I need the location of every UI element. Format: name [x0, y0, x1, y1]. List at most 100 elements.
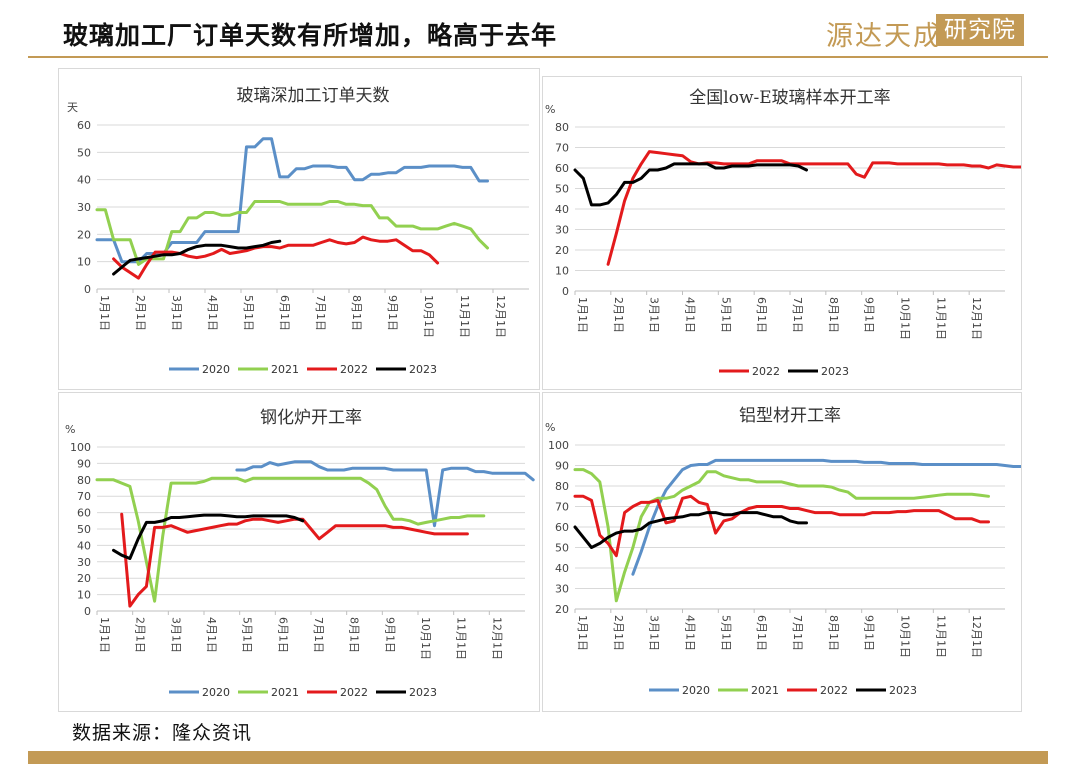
x-tick-label: 2月1日: [134, 295, 147, 331]
y-tick-label: 20: [77, 572, 91, 585]
x-tick-label: 7月1日: [791, 297, 804, 333]
x-tick-label: 12月1日: [490, 617, 503, 660]
y-tick-label: 20: [555, 603, 569, 616]
x-tick-label: 11月1日: [458, 295, 471, 338]
y-tick-label: 50: [77, 523, 91, 536]
x-tick-label: 11月1日: [455, 617, 468, 660]
x-tick-label: 8月1日: [350, 295, 363, 331]
y-axis-unit: %: [545, 103, 555, 116]
x-tick-label: 5月1日: [719, 615, 732, 651]
footer-bar: [28, 751, 1048, 764]
x-tick-label: 6月1日: [755, 297, 768, 333]
header-divider: [28, 56, 1048, 58]
x-tick-label: 1月1日: [576, 615, 589, 651]
y-tick-label: 10: [555, 265, 569, 278]
y-tick-label: 10: [77, 256, 91, 269]
x-tick-label: 9月1日: [383, 617, 396, 653]
legend-label-2020: 2020: [202, 363, 230, 376]
y-tick-label: 70: [555, 501, 569, 514]
y-tick-label: 50: [77, 146, 91, 159]
y-tick-label: 50: [555, 542, 569, 555]
series-line-2022: [120, 512, 469, 608]
y-tick-label: 0: [84, 283, 91, 296]
y-tick-label: 100: [70, 441, 91, 454]
series-line-2020: [235, 460, 535, 528]
x-tick-label: 3月1日: [170, 295, 183, 331]
series-line-2021: [95, 200, 489, 266]
y-tick-label: 50: [555, 183, 569, 196]
y-tick-label: 70: [77, 490, 91, 503]
y-tick-label: 100: [548, 439, 569, 452]
x-tick-label: 8月1日: [827, 615, 840, 651]
x-tick-label: 12月1日: [970, 297, 983, 340]
series-line-2023: [112, 513, 305, 560]
logo-text: 源达天成: [826, 21, 942, 52]
y-tick-label: 40: [555, 562, 569, 575]
x-tick-label: 10月1日: [419, 617, 432, 660]
series-line-2023: [573, 511, 808, 549]
chart-panel-lowe-utilization: 全国low-E玻璃样本开工率% 0 10 20 30 40 50 60 70 80 1月1日 2月1日…: [542, 76, 1022, 390]
legend-label-2023: 2023: [889, 684, 917, 697]
series-line-2023: [573, 162, 808, 207]
y-tick-label: 20: [77, 228, 91, 241]
legend-label-2021: 2021: [271, 363, 299, 376]
x-tick-label: 9月1日: [863, 615, 876, 651]
x-tick-label: 10月1日: [899, 615, 912, 658]
x-tick-label: 1月1日: [576, 297, 589, 333]
y-tick-label: 0: [562, 285, 569, 298]
y-axis-unit: %: [65, 423, 75, 436]
y-tick-label: 40: [555, 203, 569, 216]
x-tick-label: 3月1日: [648, 615, 661, 651]
x-tick-label: 12月1日: [970, 615, 983, 658]
series-line-2020: [95, 137, 489, 264]
chart-title: 钢化炉开工率: [260, 408, 362, 428]
x-tick-label: 4月1日: [684, 297, 697, 333]
legend-label-2023: 2023: [409, 686, 437, 699]
x-tick-label: 2月1日: [134, 617, 147, 653]
x-tick-label: 4月1日: [205, 617, 218, 653]
x-tick-label: 4月1日: [206, 295, 219, 331]
chart-panel-deep-processing-days: 玻璃深加工订单天数天 0 10 20 30 40 50 60 1月1日 2月1日 3月1日 4月1日 5…: [58, 68, 540, 390]
y-tick-label: 90: [555, 460, 569, 473]
y-tick-label: 70: [555, 142, 569, 155]
y-tick-label: 40: [77, 174, 91, 187]
legend-label-2022: 2022: [820, 684, 848, 697]
x-tick-label: 11月1日: [934, 297, 947, 340]
series-line-2022: [112, 235, 440, 280]
y-axis-unit: %: [545, 421, 555, 434]
series-line-2021: [95, 476, 486, 603]
x-tick-label: 3月1日: [648, 297, 661, 333]
y-tick-label: 30: [555, 224, 569, 237]
x-tick-label: 12月1日: [494, 295, 507, 338]
logo-box: 研究院: [936, 14, 1024, 46]
y-tick-label: 20: [555, 244, 569, 257]
y-tick-label: 30: [77, 556, 91, 569]
brand-logo: 源达天成 研究院: [826, 12, 1026, 52]
x-tick-label: 7月1日: [791, 615, 804, 651]
x-tick-label: 4月1日: [684, 615, 697, 651]
x-tick-label: 6月1日: [276, 617, 289, 653]
legend-label-2022: 2022: [340, 363, 368, 376]
data-source-note: 数据来源：隆众资讯: [72, 722, 253, 744]
y-tick-label: 60: [555, 162, 569, 175]
y-tick-label: 40: [77, 539, 91, 552]
y-tick-label: 90: [77, 457, 91, 470]
legend-label-2020: 2020: [202, 686, 230, 699]
y-tick-label: 80: [555, 121, 569, 134]
x-tick-label: 9月1日: [863, 297, 876, 333]
legend-label-2021: 2021: [271, 686, 299, 699]
chart-panel-tempering-furnace: 钢化炉开工率% 0 10 20 30 40 50 60 70 80 90 100 1月1日 2月1日 3月1…: [58, 392, 540, 712]
x-tick-label: 5月1日: [242, 295, 255, 331]
chart-title: 铝型材开工率: [739, 406, 841, 426]
y-tick-label: 60: [555, 521, 569, 534]
legend-label-2020: 2020: [682, 684, 710, 697]
x-tick-label: 2月1日: [612, 615, 625, 651]
y-tick-label: 10: [77, 589, 91, 602]
legend-label-2023: 2023: [821, 365, 849, 378]
x-tick-label: 7月1日: [312, 617, 325, 653]
x-tick-label: 8月1日: [827, 297, 840, 333]
x-tick-label: 6月1日: [278, 295, 291, 331]
x-tick-label: 5月1日: [719, 297, 732, 333]
x-tick-label: 10月1日: [422, 295, 435, 338]
